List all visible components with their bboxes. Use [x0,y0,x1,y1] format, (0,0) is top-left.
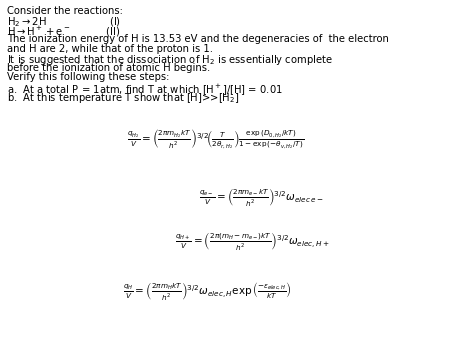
Text: and H are 2, while that of the proton is 1.: and H are 2, while that of the proton is… [7,44,213,54]
Text: It is suggested that the dissociation of $\mathrm{H_2}$ is essentially complete: It is suggested that the dissociation of… [7,53,333,67]
Text: before the ionization of atomic H begins.: before the ionization of atomic H begins… [7,63,210,73]
Text: $\mathrm{H \rightarrow H^+ + e^-}$           (II): $\mathrm{H \rightarrow H^+ + e^-}$ (II) [7,25,120,39]
Text: $\frac{q_{e-}}{V} = \left(\frac{2\pi m_{e-} kT}{h^2}\right)^{3/2}\omega_{elec\,e: $\frac{q_{e-}}{V} = \left(\frac{2\pi m_{… [198,186,324,208]
Text: $\frac{q_{H+}}{V} = \left(\frac{2\pi(m_H - m_{e-})kT}{h^2}\right)^{3/2}\omega_{e: $\frac{q_{H+}}{V} = \left(\frac{2\pi(m_H… [175,230,329,252]
Text: $\frac{q_H}{V} = \left(\frac{2\pi m_H kT}{h^2}\right)^{3/2}\omega_{elec,H}\exp\l: $\frac{q_H}{V} = \left(\frac{2\pi m_H kT… [123,280,291,302]
Text: a.  At a total P = 1atm, find T at which [H$^+$]/[H] = 0.01: a. At a total P = 1atm, find T at which … [7,82,283,97]
Text: $\frac{q_{H_2}}{V} = \left(\frac{2\pi m_{H_2} kT}{h^2}\right)^{3/2}\!\left(\frac: $\frac{q_{H_2}}{V} = \left(\frac{2\pi m_… [127,127,305,151]
Text: b.  At this temperature T show that [H]>>[H$_2$]: b. At this temperature T show that [H]>>… [7,91,239,105]
Text: Verify this following these steps:: Verify this following these steps: [7,72,169,82]
Text: $\mathrm{H_2 \rightarrow 2H}$                    (I): $\mathrm{H_2 \rightarrow 2H}$ (I) [7,16,121,29]
Text: Consider the reactions:: Consider the reactions: [7,6,122,16]
Text: The ionization energy of H is 13.53 eV and the degeneracies of  the electron: The ionization energy of H is 13.53 eV a… [7,34,389,45]
